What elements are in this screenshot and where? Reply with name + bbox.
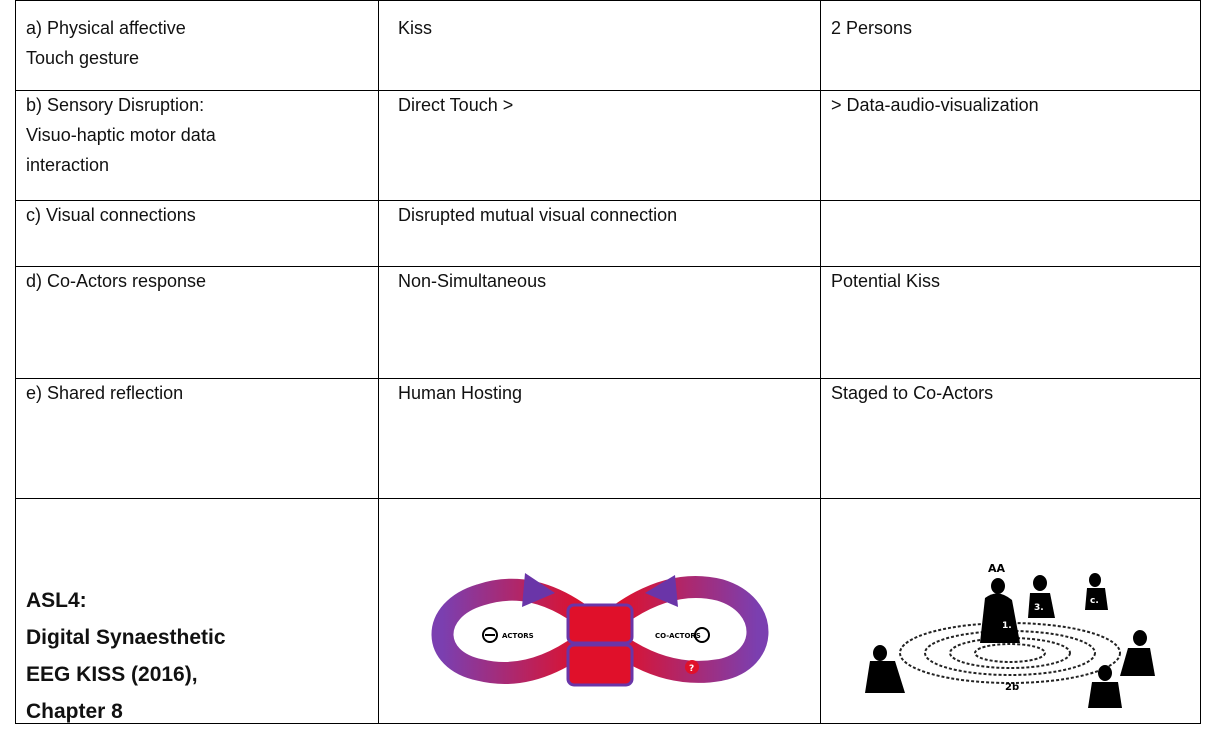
cell-text: ASL4: [26,589,87,612]
figure-label: 3. [1034,603,1044,613]
column-border [378,0,379,724]
table-cell: c) Visual connections [26,200,196,230]
cell-text: > Data-audio-visualization [831,95,1039,115]
row-border [15,378,1201,379]
cell-text: Visuo-haptic motor data [26,125,216,145]
loop-label: ? [689,664,694,674]
figure-label: c. [1090,596,1099,606]
table-cell: > Data-audio-visualization [831,90,1039,120]
table-cell: Direct Touch > [398,90,513,120]
table-cell: Staged to Co-Actors [831,378,993,408]
figure-label: 2b [1005,682,1019,693]
table-cell: a) Physical affective Touch gesture [26,13,186,73]
figure-label: AA [988,562,1006,575]
row-border [15,90,1201,91]
cell-text: a) Physical affective [26,18,186,38]
cell-text: e) Shared reflection [26,383,184,403]
column-border [820,0,821,724]
cell-text: 2 Persons [831,18,913,38]
cell-text: Non-Simultaneous [398,271,547,291]
table-cell: e) Shared reflection [26,378,183,408]
cell-text: Staged to Co-Actors [831,383,994,403]
table-cell: Disrupted mutual visual connection [398,200,677,230]
row-border [15,498,1201,499]
loop-label: ACTORS [502,632,534,640]
cell-text: Chapter 8 [26,700,123,723]
row-border [15,0,1201,1]
row-border [15,266,1201,267]
cell-text: Kiss [398,18,433,38]
cell-text: Human Hosting [398,383,523,403]
loop-figure: ACTORS CO-ACTORS ? [431,573,769,687]
table-cell: ASL4: Digital Synaesthetic EEG KISS (2016)… [26,582,226,730]
column-border [1200,0,1201,724]
cell-text: interaction [26,155,110,175]
cell-text: d) Co-Actors response [26,271,207,291]
cell-text: b) Sensory Disruption: [26,95,205,115]
figure-label: 1. [1002,621,1012,631]
table-cell: Kiss [398,13,432,43]
table-cell: b) Sensory Disruption: Visuo-haptic motor… [26,90,216,180]
table-cell: Potential Kiss [831,266,940,296]
cell-text: Potential Kiss [831,271,941,291]
row-border [15,200,1201,201]
table-cell: d) Co-Actors response [26,266,206,296]
cell-text: Direct Touch > [398,95,514,115]
column-border [15,0,16,724]
cell-text: Touch gesture [26,48,140,68]
cell-text: EEG KISS (2016), [26,663,198,686]
cell-text: Disrupted mutual visual connection [398,205,678,225]
cell-text: Digital Synaesthetic [26,626,226,649]
cell-text: c) Visual connections [26,205,196,225]
table-cell: Human Hosting [398,378,522,408]
table-cell: 2 Persons [831,13,912,43]
loop-label: CO-ACTORS [655,632,701,640]
table-cell: Non-Simultaneous [398,266,546,296]
people-figure: AA 1. 3. c. 2b [865,562,1155,708]
